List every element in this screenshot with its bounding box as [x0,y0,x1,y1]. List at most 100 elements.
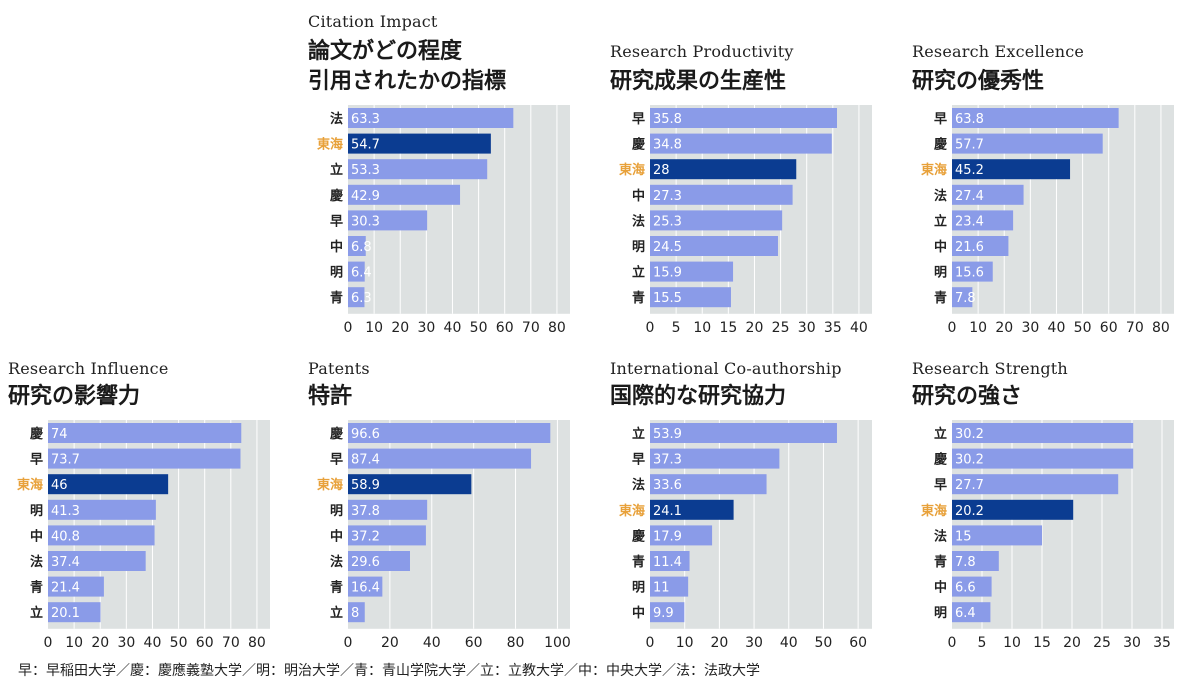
data-label: 27.7 [955,478,984,493]
bar [348,525,426,546]
data-label: 41.3 [51,504,80,519]
category-label: 東海 [17,477,43,493]
bar [952,108,1119,128]
bar [650,474,767,495]
x-tick-label: 5 [978,635,987,651]
bar [348,108,514,128]
data-label: 35.8 [653,112,682,127]
x-tick-label: 80 [248,635,266,651]
x-tick-label: 80 [507,635,525,651]
data-label: 74 [51,427,68,442]
data-label: 7.8 [955,555,976,570]
data-label: 6.6 [955,581,976,596]
category-label: 法 [934,528,947,544]
data-label: 58.9 [351,478,380,493]
x-tick-label: 100 [544,635,571,651]
chart-title-jp: 研究の強さ [912,384,1023,409]
data-label: 21.6 [955,240,984,255]
bar [952,576,992,597]
category-label: 早 [934,478,947,493]
bar [650,423,837,443]
chart-title-en: Research Excellence [912,42,1085,61]
chart-title-jp: 研究成果の生産性 [610,69,787,94]
bar [650,525,713,546]
x-tick-label: 30 [745,635,763,651]
chart-title-jp: 研究の影響力 [8,384,141,409]
bar [48,576,104,597]
x-tick-label: 40 [850,320,868,336]
bar [348,448,532,469]
x-tick-label: 20 [995,320,1013,336]
category-label: 法 [934,188,947,204]
x-tick-label: 30 [1021,320,1039,336]
data-label: 20.2 [955,504,984,519]
category-label: 慶 [632,528,646,544]
x-tick-label: 10 [676,635,694,651]
data-label: 30.3 [351,214,380,229]
chart-title-jp: 論文がどの程度 [308,39,463,64]
data-label: 27.4 [955,189,984,204]
x-tick-label: 0 [44,635,53,651]
category-label: 青 [330,580,343,596]
chart-title-jp: 研究の優秀性 [912,69,1045,94]
x-tick-label: 30 [117,635,135,651]
category-label: 慶 [934,452,948,468]
data-label: 28 [653,163,670,178]
bar [952,133,1103,154]
data-label: 54.7 [351,138,380,153]
bar [650,210,783,231]
bar [650,133,832,154]
category-label: 中 [632,188,645,204]
bar [650,159,797,180]
x-tick-label: 30 [1123,635,1141,651]
category-label: 早 [330,453,343,468]
bar [48,423,242,443]
data-label: 63.8 [955,112,984,127]
category-label: 東海 [317,477,343,493]
bar [650,287,731,308]
category-label: 法 [632,477,645,493]
x-tick-label: 60 [196,635,214,651]
bar [952,261,993,282]
bar [952,236,1009,256]
bar [952,448,1134,469]
data-label: 21.4 [51,581,80,596]
x-tick-label: 25 [772,320,790,336]
data-label: 63.3 [351,112,380,127]
data-label: 7.8 [955,291,976,306]
bar [348,184,461,205]
data-label: 20.1 [51,606,80,621]
bar [952,423,1134,443]
data-label: 6.8 [351,240,372,255]
data-label: 25.3 [653,214,682,229]
bar [650,261,734,282]
category-label: 東海 [619,162,645,178]
data-label: 23.4 [955,214,984,229]
category-label: 明 [632,240,645,255]
x-tick-label: 20 [1063,635,1081,651]
chart-title-en: Research Influence [8,359,169,378]
x-tick-label: 40 [444,320,462,336]
data-label: 96.6 [351,427,380,442]
data-label: 30.2 [955,427,984,442]
x-tick-label: 30 [417,320,435,336]
data-label: 6.4 [955,606,976,621]
x-tick-label: 60 [465,635,483,651]
data-label: 11 [653,581,670,596]
data-label: 42.9 [351,189,380,204]
x-tick-label: 20 [710,635,728,651]
category-label: 東海 [317,137,343,153]
category-label: 慶 [632,137,646,153]
data-label: 33.6 [653,478,682,493]
x-tick-label: 15 [1033,635,1051,651]
data-label: 17.9 [653,529,682,544]
x-tick-label: 10 [969,320,987,336]
x-tick-label: 50 [815,635,833,651]
x-tick-label: 60 [1100,320,1118,336]
data-label: 34.8 [653,138,682,153]
bar [952,474,1119,495]
bar [952,210,1014,231]
data-label: 30.2 [955,453,984,468]
x-tick-label: 10 [365,320,383,336]
category-label: 中 [934,580,947,596]
